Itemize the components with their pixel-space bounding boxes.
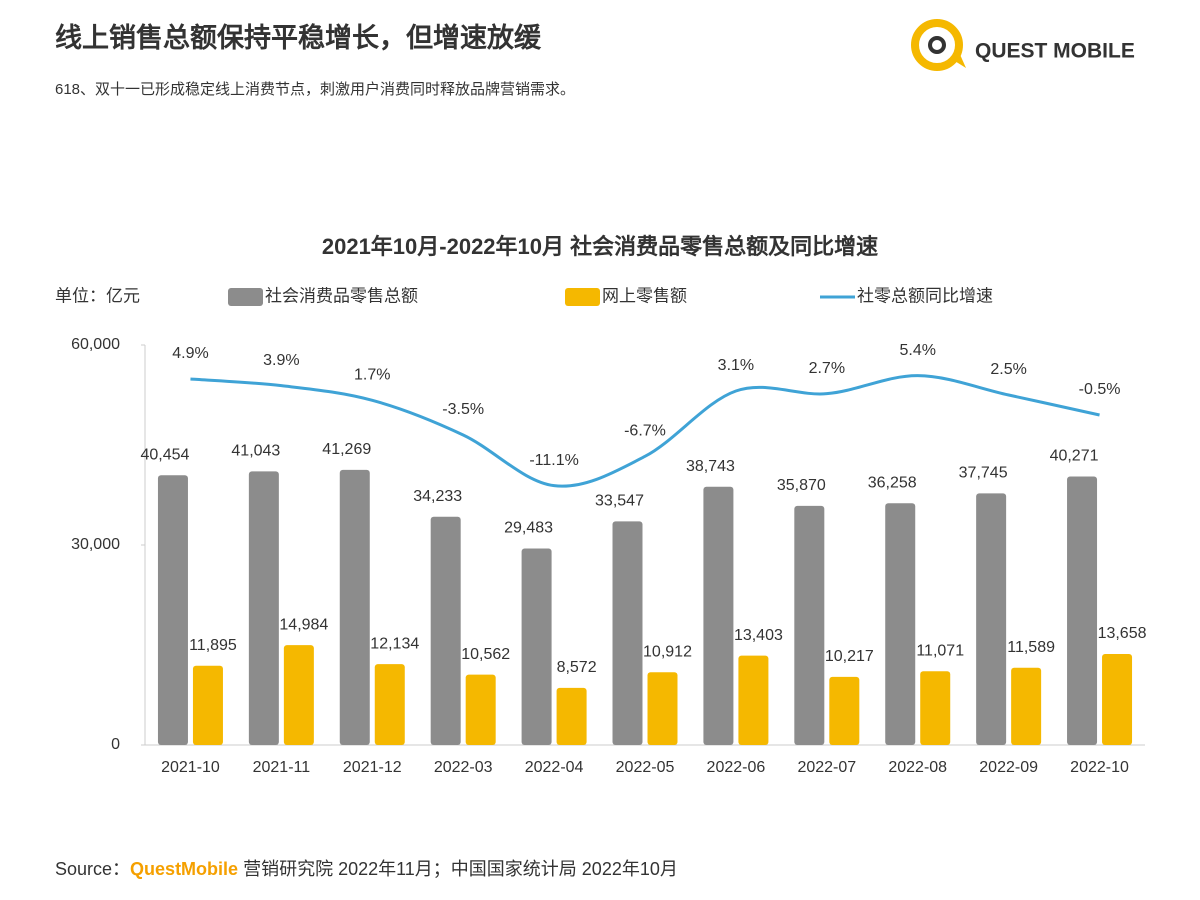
- line-value-label: -11.1%: [529, 452, 579, 469]
- line-value-label: 3.1%: [718, 357, 754, 374]
- bar: [1102, 653, 1133, 745]
- bar: [465, 674, 496, 745]
- bar: [521, 548, 552, 745]
- bar: [192, 665, 223, 745]
- source-text: 营销研究院 2022年11月；中国国家统计局 2022年10月: [238, 859, 678, 879]
- x-tick-label: 2022-05: [616, 759, 675, 776]
- bar-value-label: 34,233: [413, 488, 462, 505]
- bar-value-label: 11,071: [916, 642, 964, 659]
- bar: [1067, 476, 1098, 745]
- line-value-label: 5.4%: [899, 342, 935, 359]
- bar-value-label: 11,895: [189, 637, 237, 654]
- legend-swatch: [565, 288, 600, 306]
- bar: [920, 671, 951, 745]
- bar-value-label: 40,271: [1050, 448, 1099, 465]
- line-value-label: -6.7%: [624, 423, 666, 440]
- y-tick-label: 0: [111, 736, 120, 753]
- line-value-label: 2.7%: [809, 360, 845, 377]
- bar: [829, 676, 860, 745]
- logo-icon: [911, 19, 966, 71]
- bar-value-label: 10,217: [825, 648, 874, 665]
- x-tick-label: 2022-10: [1070, 759, 1129, 776]
- x-tick-label: 2022-09: [979, 759, 1038, 776]
- legend-swatch: [228, 288, 263, 306]
- bar-value-label: 10,562: [461, 646, 510, 663]
- bar-value-label: 29,483: [504, 520, 553, 537]
- bar-value-label: 14,984: [279, 616, 328, 633]
- source-brand: QuestMobile: [130, 859, 238, 879]
- bar-value-label: 8,572: [557, 659, 597, 676]
- source: Source：QuestMobile 营销研究院 2022年11月；中国国家统计…: [55, 859, 678, 879]
- bar-value-label: 13,403: [734, 627, 783, 644]
- bar-value-label: 12,134: [370, 635, 419, 652]
- x-tick-label: 2022-08: [888, 759, 947, 776]
- line-value-label: -3.5%: [442, 401, 484, 418]
- x-tick-label: 2021-11: [253, 759, 311, 776]
- bar-value-label: 33,547: [595, 493, 644, 510]
- page-title: 线上销售总额保持平稳增长，但增速放缓: [55, 22, 542, 53]
- bar: [157, 475, 188, 745]
- x-tick-label: 2021-12: [343, 759, 402, 776]
- bar-value-label: 10,912: [643, 643, 692, 660]
- legend-label: 社会消费品零售总额: [265, 286, 418, 305]
- line-value-label: 2.5%: [990, 361, 1026, 378]
- legend-label: 网上零售额: [602, 286, 687, 305]
- bar: [430, 516, 461, 745]
- bar: [647, 672, 678, 745]
- bar: [1011, 667, 1042, 745]
- bar: [738, 655, 769, 745]
- bar-value-label: 37,745: [959, 465, 1008, 482]
- bar: [885, 503, 916, 745]
- x-tick-label: 2022-06: [707, 759, 766, 776]
- bar: [283, 645, 314, 745]
- y-tick-label: 30,000: [71, 536, 120, 553]
- x-tick-label: 2022-04: [525, 759, 584, 776]
- bar-value-label: 41,269: [322, 441, 371, 458]
- line-value-label: -0.5%: [1079, 381, 1121, 398]
- line-value-label: 4.9%: [172, 345, 208, 362]
- chart-title: 2021年10月-2022年10月 社会消费品零售总额及同比增速: [322, 234, 878, 259]
- source-prefix: Source：: [55, 859, 130, 879]
- x-tick-label: 2022-03: [434, 759, 493, 776]
- bar: [556, 687, 587, 745]
- bar-value-label: 41,043: [231, 443, 280, 460]
- bar-value-label: 36,258: [868, 474, 917, 491]
- x-tick-label: 2022-07: [797, 759, 856, 776]
- bar-value-label: 11,589: [1007, 639, 1055, 656]
- bar-value-label: 35,870: [777, 477, 826, 494]
- line-value-label: 3.9%: [263, 352, 299, 369]
- bar: [976, 493, 1007, 745]
- bar-value-label: 40,454: [140, 447, 189, 464]
- line-value-label: 1.7%: [354, 367, 390, 384]
- y-tick-label: 60,000: [71, 336, 120, 353]
- line: [190, 374, 1100, 488]
- page-subtitle: 618、双十一已形成稳定线上消费节点，刺激用户消费同时释放品牌营销需求。: [55, 81, 575, 98]
- bar: [794, 505, 825, 745]
- bar: [339, 469, 370, 745]
- bar: [612, 521, 643, 745]
- bar: [374, 664, 405, 745]
- unit-label: 单位：亿元: [55, 286, 140, 305]
- legend-label: 社零总额同比增速: [857, 286, 993, 305]
- x-tick-label: 2021-10: [161, 759, 220, 776]
- logo-text: QUEST MOBILE: [975, 40, 1135, 63]
- bar-value-label: 13,658: [1098, 625, 1147, 642]
- bar: [703, 486, 734, 745]
- bar-value-label: 38,743: [686, 458, 735, 475]
- bar: [248, 471, 279, 745]
